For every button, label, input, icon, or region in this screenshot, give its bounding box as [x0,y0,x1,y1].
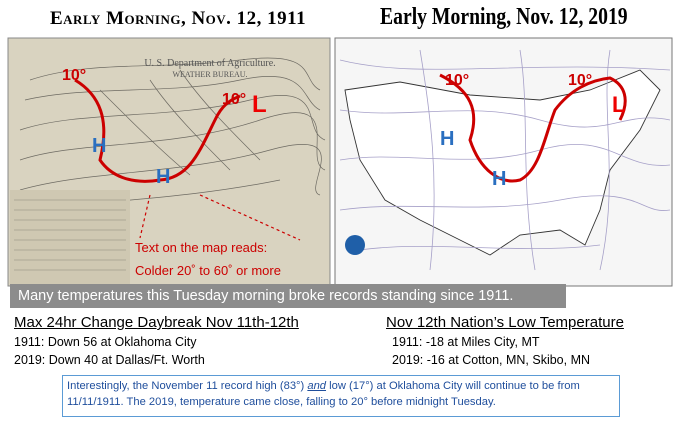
left-map-text-lines [14,199,126,271]
right-title: Early Morning, Nov. 12, 2019 [380,4,628,30]
section-heading: Nov 12th Nation’s Low Temperature [386,314,624,331]
left-annotation: Text on the map reads: [135,240,267,255]
right-map-outline [344,69,661,256]
right-label-high: H [440,128,454,150]
left-label-10-east: 10° [222,91,246,108]
left-map-textblock [10,190,130,285]
note-text: from 11/11/1911. The 2019, temperature c… [67,380,580,408]
left-label-low: L [252,91,267,118]
note-box: Interestingly, the November 11 record hi… [62,375,620,417]
section-line: 2019: -16 at Cotton, MN, Skibo, MN [392,353,591,367]
banner: Many temperatures this Tuesday morning b… [18,288,514,304]
left-cold-line [74,78,241,183]
left-label-10-west: 10° [62,67,86,84]
right-cold-line [439,73,627,183]
right-label-low: L [612,92,625,117]
left-map-header: U. S. Department of Agriculture. [144,58,275,69]
noaa-logo [345,235,365,255]
left-annotation: Colder 20˚ to 60˚ or more [135,263,281,278]
banner-bg [10,284,566,308]
section-line: 1911: Down 56 at Oklahoma City [14,335,197,349]
left-title: Early Morning, Nov. 12, 1911 [50,8,307,29]
right-label-10-east: 10° [568,72,592,89]
left-pointers [139,194,301,241]
note-text: Interestingly, the November 11 record hi… [67,380,305,392]
note-emphasis: and [307,380,327,392]
right-label-high: H [492,168,506,190]
left-label-high: H [156,166,170,188]
section-line: 1911: -18 at Miles City, MT [392,335,540,349]
left-map-subheader: WEATHER BUREAU. [172,70,247,79]
section-heading: Max 24hr Change Daybreak Nov 11th-12th [14,314,299,331]
section-line: 2019: Down 40 at Dallas/Ft. Worth [14,353,205,367]
left-label-high: H [92,135,106,157]
note-text: low (17°) at Oklahoma City will continue… [329,380,555,392]
right-label-10-west: 10° [445,72,469,89]
